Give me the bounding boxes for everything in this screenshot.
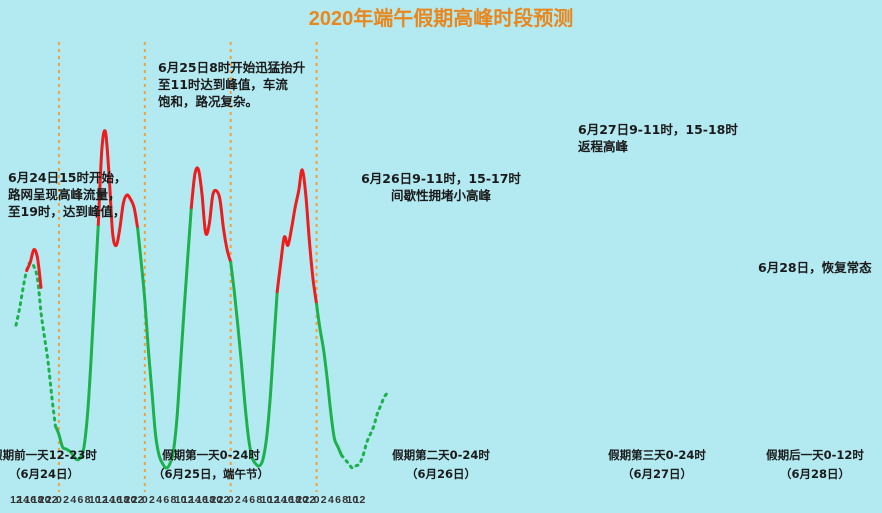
x-tick-label: 22 [46, 494, 58, 506]
x-tick-label: 4 [242, 494, 248, 506]
x-tick-label: 0 [142, 494, 148, 506]
period-date-2: （6月25日，端午节） [153, 467, 269, 481]
series-segment-5-normal [136, 206, 193, 470]
x-tick-label: 2 [63, 494, 69, 506]
annotation-4-line-1: 6月27日9-11时，15-18时 [578, 122, 738, 137]
x-tick-label: 18 [32, 494, 44, 506]
x-tick-label: 8 [171, 494, 177, 506]
annotations: 6月24日15时开始， 路网呈现高峰流量， 至19时，达到峰值， 6月25日8时开始迅… [8, 60, 872, 275]
x-tick-label: 0 [56, 494, 62, 506]
x-tick-label: 10 [346, 494, 358, 506]
annotation-5-line-1: 6月28日，恢复常态 [758, 260, 872, 275]
x-tick-label: 6 [249, 494, 255, 506]
period-label-1: 假期前一天12-23时 [0, 448, 97, 462]
x-tick-label: 14 [189, 494, 201, 506]
x-tick-label: 10 [175, 494, 187, 506]
period-label-5: 假期后一天0-12时 [766, 448, 864, 462]
x-tick-label: 12 [96, 494, 108, 506]
x-tick-label: 22 [132, 494, 144, 506]
x-tick-label: 12 [354, 494, 366, 506]
x-tick-label: 22 [304, 494, 316, 506]
x-tick-label: 12 [182, 494, 194, 506]
x-tick-label: 12 [10, 494, 22, 506]
series-segment-3-normal [53, 222, 100, 462]
x-tick-label: 6 [77, 494, 83, 506]
annotation-2-line-2: 至11时达到峰值，车流 [158, 77, 288, 92]
series-segment-2-peak [25, 248, 43, 289]
annotation-4-line-2: 返程高峰 [578, 139, 629, 154]
series-segment-1-normal [14, 260, 57, 428]
x-tick-label: 4 [70, 494, 76, 506]
x-tick-label: 6 [163, 494, 169, 506]
period-date-4: （6月27日） [622, 467, 692, 481]
series-segment-7-normal [229, 260, 279, 468]
annotation-2-line-3: 饱和，路况复杂。 [157, 94, 258, 109]
x-tick-label: 2 [321, 494, 327, 506]
period-label-4: 假期第三天0-24时 [608, 448, 706, 462]
x-tick-label: 6 [335, 494, 341, 506]
x-tick-label: 18 [203, 494, 215, 506]
x-tick-label: 16 [196, 494, 208, 506]
x-tick-label: 20 [296, 494, 308, 506]
annotation-1-line-2: 路网呈现高峰流量， [8, 187, 121, 202]
period-labels: 假期前一天12-23时 （6月24日） 假期第一天0-24时 （6月25日，端午节） 假… [0, 448, 864, 481]
x-tick-label: 16 [110, 494, 122, 506]
x-tick-label: 8 [256, 494, 262, 506]
period-date-1: （6月24日） [9, 467, 79, 481]
annotation-2-line-1: 6月25日8时开始迅猛抬升 [158, 60, 306, 75]
x-tick-label: 8 [342, 494, 348, 506]
series-segment-6-peak [189, 166, 233, 264]
x-tick-label: 20 [211, 494, 223, 506]
x-tick-label: 14 [17, 494, 29, 506]
period-date-3: （6月26日） [406, 467, 476, 481]
x-tick-label: 4 [156, 494, 162, 506]
series-lines [14, 129, 390, 470]
x-tick-label: 14 [275, 494, 287, 506]
x-tick-label: 8 [85, 494, 91, 506]
x-tick-label: 16 [282, 494, 294, 506]
x-tick-label: 10 [261, 494, 273, 506]
x-tick-label: 18 [289, 494, 301, 506]
period-label-2: 假期第一天0-24时 [162, 448, 260, 462]
annotation-1-line-3: 至19时，达到峰值， [8, 204, 125, 219]
x-tick-label: 4 [328, 494, 334, 506]
series-segment-4-peak [96, 129, 140, 247]
x-tick-label: 20 [39, 494, 51, 506]
x-tick-label: 18 [117, 494, 129, 506]
x-tick-label: 0 [314, 494, 320, 506]
annotation-1-line-1: 6月24日15时开始， [8, 170, 127, 185]
chart-title: 2020年端午假期高峰时段预测 [309, 6, 574, 30]
x-tick-label: 16 [24, 494, 36, 506]
annotation-3-line-1: 6月26日9-11时，15-17时 [361, 171, 521, 186]
series-segment-10-normal [340, 390, 390, 470]
x-tick-label: 2 [235, 494, 241, 506]
x-tick-label: 10 [89, 494, 101, 506]
series-segment-8-peak [275, 168, 319, 306]
x-tick-label: 22 [218, 494, 230, 506]
period-label-3: 假期第二天0-24时 [392, 448, 490, 462]
series-segment-9-normal [315, 302, 344, 457]
x-tick-label: 14 [103, 494, 115, 506]
x-tick-label: 0 [228, 494, 234, 506]
annotation-3-line-2: 间歇性拥堵小高峰 [391, 188, 492, 203]
x-tick-label: 2 [149, 494, 155, 506]
x-tick-label: 20 [125, 494, 137, 506]
x-tick-label: 12 [268, 494, 280, 506]
period-date-5: （6月28日） [780, 467, 850, 481]
